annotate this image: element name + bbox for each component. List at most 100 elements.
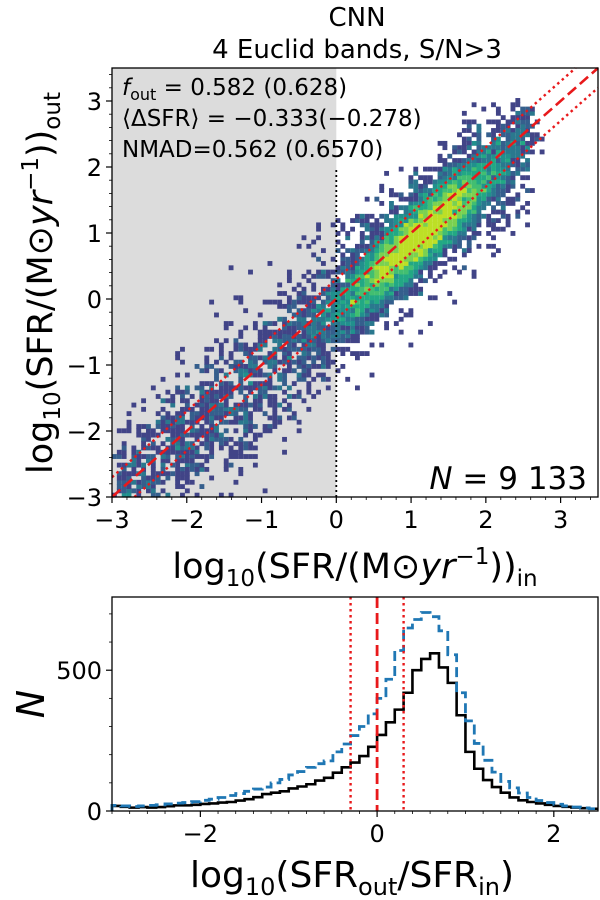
y-tick-label: 0: [87, 286, 102, 314]
density-cell: [413, 166, 419, 172]
density-cell: [311, 342, 317, 348]
density-cell: [243, 342, 249, 348]
density-cell: [379, 261, 385, 266]
density-cell: [364, 218, 370, 224]
density-cell: [262, 372, 268, 378]
density-cell: [471, 132, 477, 138]
density-cell: [393, 321, 399, 326]
density-cell: [223, 338, 229, 344]
density-cell: [277, 372, 283, 378]
density-cell: [286, 273, 292, 279]
density-cell: [209, 441, 215, 447]
density-cell: [248, 402, 253, 408]
density-cell: [121, 462, 127, 468]
density-cell: [427, 243, 433, 249]
density-cell: [486, 132, 492, 138]
density-cell: [306, 295, 312, 301]
density-cell: [252, 385, 258, 391]
density-cell: [243, 368, 249, 374]
density-cell: [291, 415, 297, 421]
density-cell: [209, 402, 215, 408]
hist-background: [112, 597, 598, 811]
density-cell: [311, 308, 317, 314]
density-cell: [165, 411, 171, 417]
density-cell: [432, 265, 438, 271]
density-cell: [306, 368, 312, 374]
density-cell: [476, 153, 482, 159]
density-cell: [243, 402, 249, 408]
density-cell: [442, 222, 448, 228]
density-cell: [350, 265, 355, 271]
density-cell: [320, 364, 326, 369]
density-cell: [466, 239, 472, 245]
density-cell: [233, 368, 239, 374]
density-cell: [257, 398, 263, 404]
density-cell: [461, 265, 467, 271]
density-cell: [311, 376, 317, 382]
density-cell: [316, 389, 321, 395]
density-cell: [359, 325, 365, 331]
density-cell: [359, 248, 365, 254]
density-cell: [374, 256, 380, 262]
density-cell: [364, 351, 370, 356]
density-cell: [160, 376, 166, 382]
density-cell: [325, 316, 331, 322]
density-cell: [520, 162, 526, 168]
density-cell: [437, 196, 443, 202]
density-cell: [238, 419, 244, 425]
density-cell: [238, 299, 244, 305]
density-cell: [306, 299, 312, 305]
density-cell: [393, 261, 399, 266]
density-cell: [184, 488, 190, 494]
density-cell: [306, 342, 312, 348]
density-cell: [272, 299, 278, 305]
density-cell: [209, 411, 215, 417]
density-cell: [374, 278, 380, 284]
density-cell: [520, 153, 526, 159]
density-cell: [457, 205, 462, 211]
density-cell: [126, 462, 132, 468]
density-cell: [408, 222, 414, 228]
density-cell: [350, 252, 355, 258]
density-cell: [403, 269, 409, 275]
density-cell: [175, 355, 181, 361]
density-cell: [437, 218, 443, 224]
density-cell: [457, 218, 462, 224]
density-cell: [223, 372, 229, 378]
density-cell: [408, 231, 414, 236]
density-cell: [218, 436, 224, 442]
density-cell: [374, 218, 380, 224]
density-cell: [491, 158, 496, 163]
density-cell: [199, 402, 205, 408]
density-cell: [471, 269, 477, 275]
density-cell: [510, 106, 516, 112]
density-cell: [413, 179, 419, 185]
density-cell: [393, 278, 399, 284]
density-cell: [525, 149, 530, 155]
density-cell: [466, 205, 472, 211]
density-cell: [403, 312, 409, 318]
density-cell: [418, 231, 424, 236]
density-cell: [238, 346, 244, 352]
density-cell: [184, 406, 190, 412]
density-cell: [160, 428, 166, 434]
density-cell: [316, 226, 321, 232]
density-cell: [277, 385, 283, 391]
density-cell: [374, 222, 380, 228]
density-cell: [510, 179, 516, 185]
density-cell: [184, 372, 190, 378]
density-cell: [413, 235, 419, 241]
density-cell: [311, 282, 317, 288]
density-cell: [252, 342, 258, 348]
density-cell: [306, 333, 312, 339]
density-cell: [209, 398, 215, 404]
density-cell: [423, 243, 428, 249]
density-cell: [262, 321, 268, 326]
density-cell: [408, 183, 414, 189]
density-cell: [515, 102, 521, 108]
density-cell: [393, 295, 399, 301]
density-cell: [432, 256, 438, 262]
density-cell: [311, 346, 317, 352]
density-cell: [379, 248, 385, 254]
density-cell: [452, 158, 458, 163]
